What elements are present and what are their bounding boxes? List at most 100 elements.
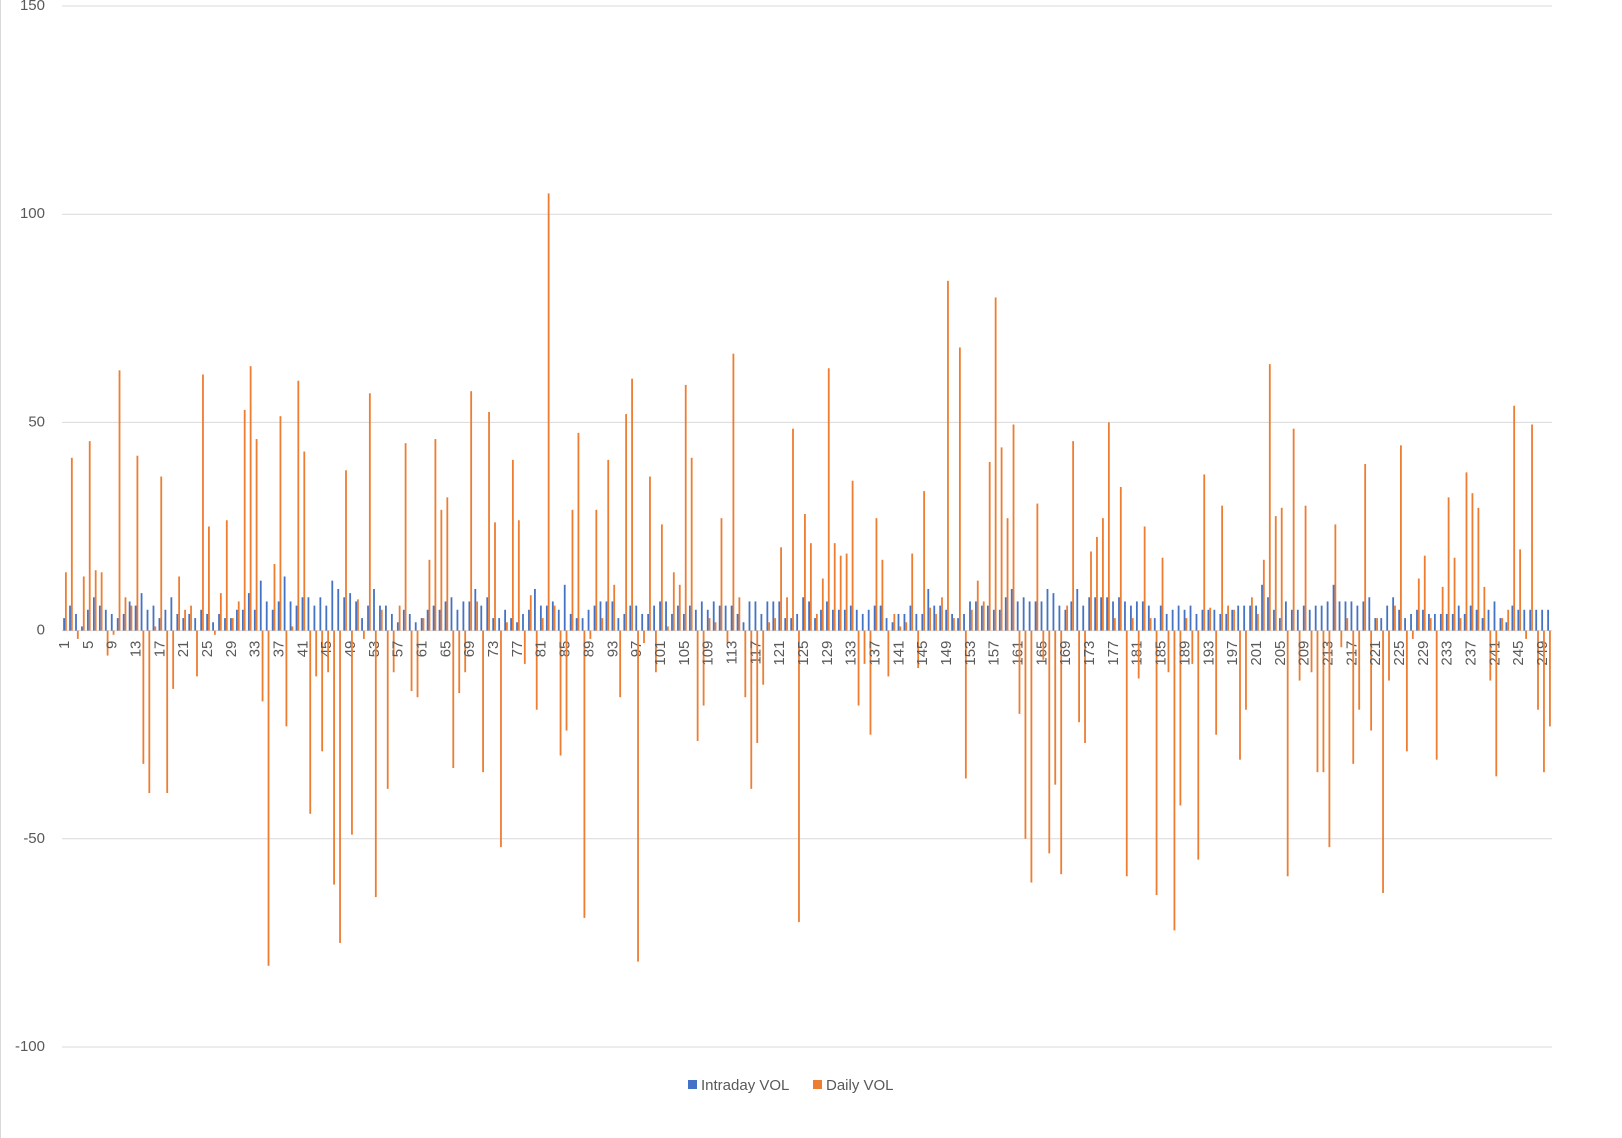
bar [571,509,574,631]
x-tick-label: 69 [461,641,478,658]
bar [712,601,715,631]
x-tick-label: 137 [867,641,884,666]
bar [1243,605,1246,631]
bar [438,609,441,631]
bar [343,597,346,631]
bar [110,613,113,631]
x-tick-label: 145 [914,641,931,666]
bar [629,605,632,631]
bar [116,618,119,631]
bar [957,618,959,631]
bar [970,609,973,631]
bar [321,630,324,752]
bar [1362,601,1365,631]
bar [1215,630,1218,735]
bar [827,368,830,631]
x-tick-label: 1 [56,641,73,649]
bar [1034,601,1037,631]
bar [1352,630,1355,764]
bar [1022,597,1025,631]
bar [1439,613,1442,631]
bar [446,497,449,631]
bar [1310,630,1313,673]
bar [82,576,85,631]
bar [849,605,852,631]
bar [1107,422,1110,631]
bar [1000,447,1003,631]
bar [1338,601,1341,631]
x-tick-label: 73 [485,641,502,658]
bar [867,609,870,631]
bar [315,630,318,677]
bar [154,626,157,631]
bar [843,609,846,631]
bar [1239,630,1241,760]
x-tick-label: 233 [1439,641,1456,666]
bar [166,630,169,793]
x-tick-label: 173 [1081,641,1098,666]
bar [1428,613,1430,631]
bar [458,630,461,694]
bar [963,613,965,631]
bar [440,509,443,631]
bar [1495,630,1498,777]
bar [903,613,906,631]
bar [104,609,107,631]
bar [92,597,95,631]
bar [1084,630,1086,744]
bar [992,609,995,631]
bar [879,605,882,631]
bar [1356,605,1359,631]
bar [1070,601,1073,631]
bar [190,605,192,631]
bar [921,613,924,631]
bar [452,630,455,769]
bar [649,476,651,631]
bar [1225,613,1228,631]
y-tick-label: -100 [15,1038,45,1055]
bar [498,618,501,631]
bar [1207,609,1210,631]
bar [804,514,806,631]
bar [1251,597,1253,631]
bar [319,597,322,631]
bar [206,613,209,631]
bar [396,622,399,631]
bar [897,613,900,631]
bar [923,491,926,631]
bar [1537,630,1539,710]
bar [905,622,908,631]
bar [839,555,842,631]
x-tick-label: 17 [151,641,168,658]
bar [678,584,681,631]
bar [941,597,943,631]
bar [160,476,163,631]
bar [1040,601,1043,631]
bar [218,613,220,631]
bar [510,618,512,631]
bar [1112,601,1114,631]
bar [1405,630,1408,752]
bar [486,597,489,631]
bar [279,416,282,631]
bar [730,605,733,631]
bar [927,588,930,631]
bar [933,605,936,631]
bar [607,459,610,631]
bar [408,613,411,631]
bar [202,374,204,631]
bar [1042,630,1045,660]
bar [666,626,669,631]
bar [247,593,250,631]
bar [887,630,890,677]
bar [390,613,393,631]
bar [404,443,407,631]
bar [565,630,568,731]
bar [802,597,805,631]
bar [456,609,459,631]
bar [625,414,628,631]
bar [237,601,240,631]
bar [273,563,276,631]
x-tick-label: 129 [819,641,836,666]
